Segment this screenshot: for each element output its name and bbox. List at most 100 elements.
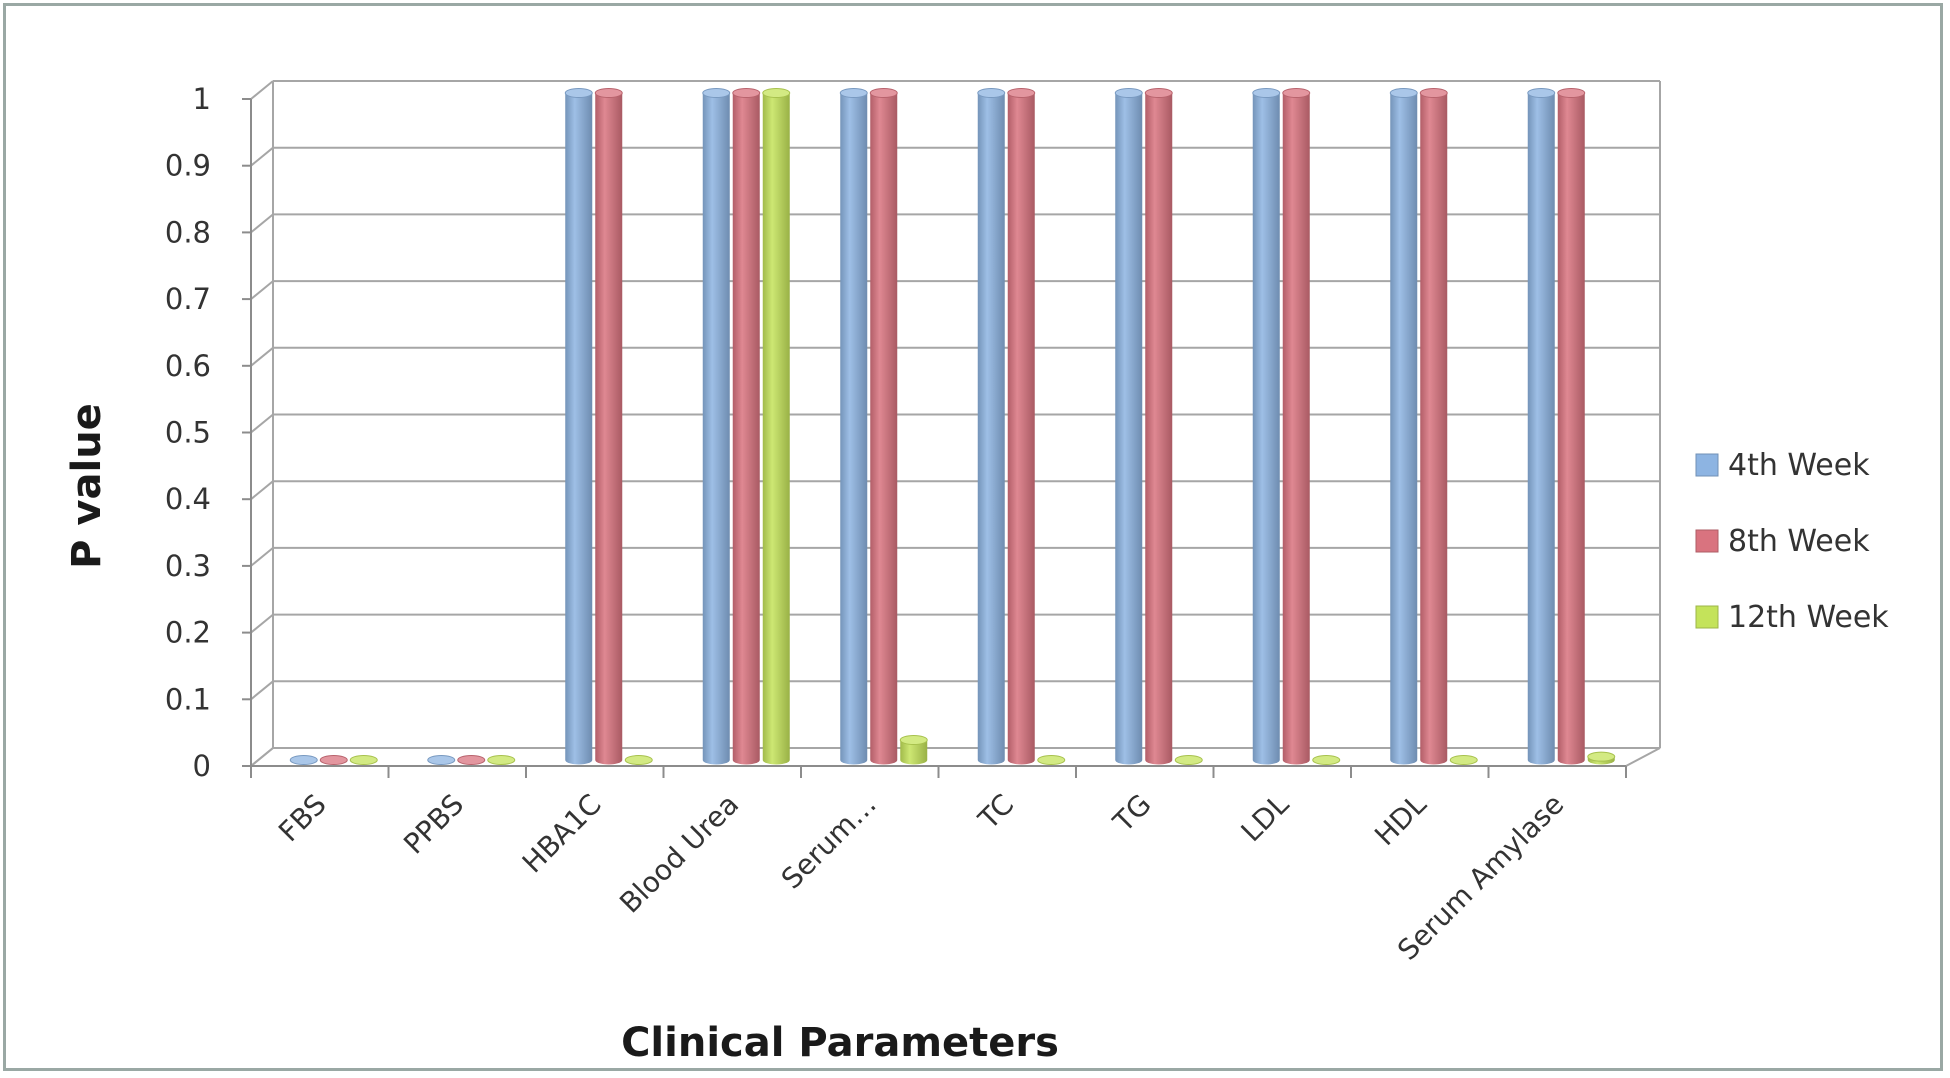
- gridline-depth: [250, 480, 274, 500]
- bar-12th-week-3: [762, 88, 791, 765]
- y-tick-label: 0.4: [165, 482, 211, 516]
- legend-label: 8th Week: [1728, 524, 1870, 559]
- gridline-depth: [250, 213, 274, 234]
- bar-top: [1174, 755, 1203, 765]
- x-category-label: HBA1C: [516, 788, 608, 880]
- y-tick-label: 0.5: [165, 416, 211, 450]
- x-category-label: TC: [971, 788, 1020, 837]
- bar-body: [1527, 93, 1555, 765]
- legend: 4th Week 8th Week 12th Week: [1695, 448, 1889, 635]
- bar-4th-week-7: [1252, 88, 1281, 765]
- bar-top: [1007, 88, 1036, 98]
- gridline-depth: [250, 347, 274, 367]
- bar-body: [840, 93, 868, 765]
- bar-top: [899, 734, 928, 745]
- axes: [242, 98, 1627, 778]
- x-category-label: PPBS: [397, 788, 470, 861]
- bar-8th-week-6: [1144, 88, 1173, 765]
- y-tick-label: 1: [193, 82, 211, 116]
- bar-12th-week-4: [899, 734, 928, 765]
- bar-top: [1282, 88, 1311, 98]
- bar-top: [487, 755, 516, 765]
- bar-body: [565, 93, 593, 765]
- x-category-label: LDL: [1235, 787, 1296, 848]
- bar-body: [900, 739, 928, 765]
- bar-4th-week-6: [1114, 88, 1143, 765]
- bar-body: [1282, 93, 1310, 765]
- bar-top: [732, 88, 761, 98]
- bar-body: [702, 93, 730, 765]
- bar-body: [1007, 93, 1035, 765]
- bar-4th-week-0: [289, 755, 318, 765]
- bar-body: [595, 93, 623, 765]
- legend-item-8th-week: 8th Week: [1695, 524, 1870, 559]
- bar-body: [762, 93, 790, 765]
- legend-swatch: [1695, 605, 1719, 629]
- bar-body: [1557, 93, 1585, 765]
- bar-4th-week-1: [427, 755, 456, 765]
- bar-8th-week-1: [457, 755, 486, 765]
- bar-top: [1449, 755, 1478, 765]
- bar-4th-week-2: [564, 88, 593, 765]
- y-tick-label: 0.8: [165, 215, 211, 249]
- gridline-depth: [250, 747, 274, 767]
- y-tick-label: 0.9: [165, 149, 211, 183]
- gridline-depth: [250, 146, 274, 167]
- bar-8th-week-2: [594, 88, 623, 765]
- bar-top: [1037, 755, 1066, 765]
- bar-top: [564, 88, 593, 98]
- bar-top: [427, 755, 456, 765]
- bar-4th-week-3: [702, 88, 731, 765]
- y-tick-label: 0.7: [165, 282, 211, 316]
- bar-top: [869, 88, 898, 98]
- bar-top: [1114, 88, 1143, 98]
- bar-top: [762, 88, 791, 98]
- gridline-depth: [250, 280, 274, 300]
- bar-top: [1419, 88, 1448, 98]
- bar-4th-week-9: [1527, 88, 1556, 765]
- bar-body: [1115, 93, 1143, 765]
- bar-top: [839, 88, 868, 98]
- x-category-label: TG: [1106, 788, 1157, 839]
- bar-12th-week-6: [1174, 755, 1203, 765]
- bar-top: [702, 88, 731, 98]
- x-category-labels: FBS PPBS HBA1C Blood Urea Serum… TC TG LDL HDLSe…: [272, 787, 1570, 966]
- bar-12th-week-8: [1449, 755, 1478, 765]
- bar-8th-week-0: [319, 755, 348, 765]
- bar-top: [1144, 88, 1173, 98]
- bar-top: [457, 755, 486, 765]
- bar-body: [732, 93, 760, 765]
- bar-top: [319, 755, 348, 765]
- x-category-label: FBS: [272, 788, 333, 849]
- bar-4th-week-8: [1389, 88, 1418, 765]
- bar-4th-week-4: [839, 88, 868, 765]
- bars: [289, 88, 1616, 765]
- gridline-depth: [250, 613, 274, 634]
- bar-body: [1145, 93, 1173, 765]
- bar-12th-week-9: [1587, 751, 1616, 765]
- bar-top: [1389, 88, 1418, 98]
- y-tick-label: 0.1: [165, 682, 211, 716]
- bar-12th-week-7: [1312, 755, 1341, 765]
- gridline-depth: [250, 80, 274, 100]
- bar-12th-week-2: [624, 755, 653, 765]
- bar-top: [289, 755, 318, 765]
- legend-swatch: [1695, 529, 1719, 553]
- y-tick-label: 0: [193, 749, 211, 783]
- bar-8th-week-4: [869, 88, 898, 765]
- bar-12th-week-0: [349, 755, 378, 765]
- bar-top: [624, 755, 653, 765]
- bar-body: [1390, 93, 1418, 765]
- legend-label: 4th Week: [1728, 448, 1870, 483]
- bar-8th-week-8: [1419, 88, 1448, 765]
- legend-item-4th-week: 4th Week: [1695, 448, 1870, 483]
- y-tick-labels: 0 0.1 0.2 0.3 0.4 0.5 0.6 0.7 0.8 0.9 1: [165, 82, 211, 783]
- bar-body: [870, 93, 898, 765]
- y-axis-title: P value: [64, 403, 110, 569]
- y-tick-label: 0.3: [165, 549, 211, 583]
- bar-8th-week-5: [1007, 88, 1036, 765]
- bar-top: [1252, 88, 1281, 98]
- bar-body: [1252, 93, 1280, 765]
- bar-12th-week-5: [1037, 755, 1066, 765]
- bar-top: [349, 755, 378, 765]
